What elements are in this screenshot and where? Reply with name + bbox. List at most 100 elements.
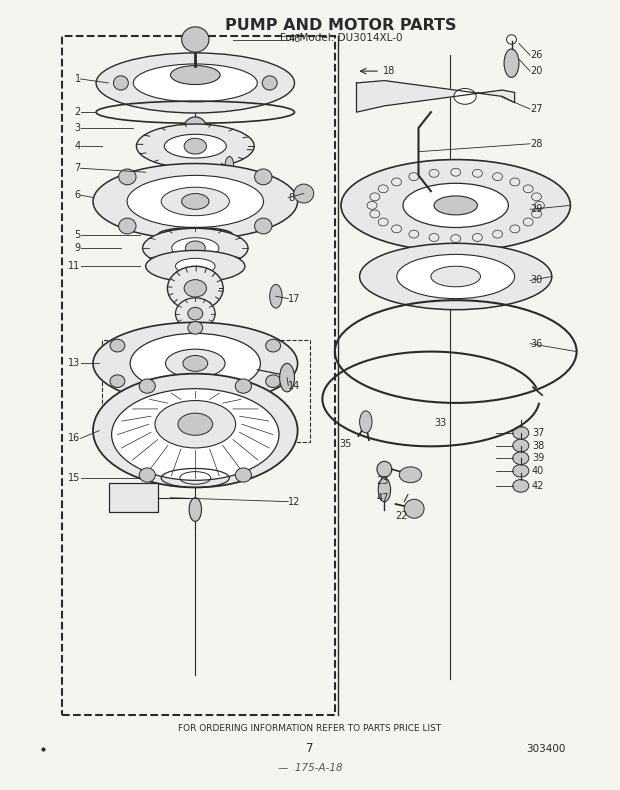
- Ellipse shape: [429, 234, 439, 242]
- Ellipse shape: [392, 178, 402, 186]
- Text: 15: 15: [68, 473, 81, 483]
- Text: 9: 9: [74, 243, 81, 253]
- Bar: [62, 36, 335, 715]
- Ellipse shape: [118, 169, 136, 185]
- Ellipse shape: [175, 258, 215, 274]
- Text: 47: 47: [376, 493, 389, 502]
- Text: 11: 11: [68, 261, 81, 271]
- Ellipse shape: [409, 230, 419, 238]
- Text: For Model: DU3014XL-0: For Model: DU3014XL-0: [280, 33, 402, 43]
- Ellipse shape: [161, 187, 229, 216]
- Text: 26: 26: [530, 51, 542, 60]
- Ellipse shape: [392, 225, 402, 233]
- Text: 29: 29: [530, 205, 542, 214]
- Ellipse shape: [184, 117, 206, 139]
- Ellipse shape: [225, 156, 234, 175]
- Ellipse shape: [472, 169, 482, 177]
- Ellipse shape: [266, 340, 281, 352]
- Text: 16: 16: [68, 434, 81, 443]
- Text: 13: 13: [68, 359, 81, 368]
- Ellipse shape: [451, 235, 461, 243]
- Polygon shape: [356, 81, 515, 112]
- Ellipse shape: [93, 322, 298, 404]
- Ellipse shape: [378, 185, 388, 193]
- Ellipse shape: [130, 333, 260, 393]
- Text: 8: 8: [288, 193, 294, 202]
- Ellipse shape: [504, 49, 519, 77]
- Ellipse shape: [262, 76, 277, 90]
- Ellipse shape: [93, 374, 298, 487]
- Ellipse shape: [133, 64, 257, 102]
- Text: 2: 2: [74, 107, 81, 117]
- Ellipse shape: [378, 478, 391, 502]
- Ellipse shape: [513, 427, 529, 439]
- Ellipse shape: [184, 280, 206, 297]
- Ellipse shape: [255, 218, 272, 234]
- Ellipse shape: [280, 363, 294, 392]
- Ellipse shape: [493, 173, 502, 181]
- Ellipse shape: [175, 298, 215, 329]
- Ellipse shape: [523, 218, 533, 226]
- Text: 22: 22: [395, 511, 407, 521]
- Ellipse shape: [182, 27, 209, 52]
- Ellipse shape: [118, 218, 136, 234]
- Text: 37: 37: [532, 428, 544, 438]
- Ellipse shape: [493, 230, 502, 238]
- Ellipse shape: [403, 183, 508, 228]
- Ellipse shape: [341, 160, 570, 251]
- Text: 3: 3: [74, 123, 81, 133]
- Text: 38: 38: [532, 441, 544, 450]
- Text: 303400: 303400: [526, 744, 565, 754]
- Ellipse shape: [531, 193, 541, 201]
- Ellipse shape: [431, 266, 480, 287]
- Text: 46: 46: [288, 35, 301, 44]
- Ellipse shape: [188, 393, 203, 405]
- Ellipse shape: [397, 254, 515, 299]
- Text: FOR ORDERING INFORMATION REFER TO PARTS PRICE LIST: FOR ORDERING INFORMATION REFER TO PARTS …: [179, 724, 441, 733]
- Ellipse shape: [360, 243, 552, 310]
- Ellipse shape: [155, 401, 236, 448]
- Ellipse shape: [96, 53, 294, 113]
- Ellipse shape: [188, 322, 203, 334]
- Ellipse shape: [513, 465, 529, 477]
- Ellipse shape: [170, 66, 220, 85]
- Text: 7: 7: [74, 164, 81, 173]
- Ellipse shape: [113, 76, 128, 90]
- Ellipse shape: [513, 439, 529, 452]
- Ellipse shape: [110, 340, 125, 352]
- Ellipse shape: [270, 284, 282, 308]
- Ellipse shape: [294, 184, 314, 203]
- Ellipse shape: [146, 250, 245, 282]
- Text: —  175-A-18: — 175-A-18: [278, 763, 342, 773]
- Ellipse shape: [166, 349, 225, 378]
- Text: 42: 42: [532, 481, 544, 491]
- Ellipse shape: [185, 241, 205, 255]
- Ellipse shape: [531, 210, 541, 218]
- Ellipse shape: [172, 238, 219, 258]
- Ellipse shape: [236, 468, 252, 482]
- Text: 17: 17: [288, 294, 301, 303]
- Text: 40: 40: [532, 466, 544, 476]
- Ellipse shape: [534, 201, 544, 209]
- Ellipse shape: [236, 379, 252, 393]
- Ellipse shape: [454, 88, 476, 104]
- Ellipse shape: [188, 307, 203, 320]
- Ellipse shape: [513, 452, 529, 465]
- Ellipse shape: [182, 194, 209, 209]
- Text: 39: 39: [532, 453, 544, 463]
- Text: 18: 18: [383, 66, 395, 76]
- Ellipse shape: [255, 169, 272, 185]
- Text: 28: 28: [530, 139, 542, 149]
- Ellipse shape: [429, 169, 439, 177]
- Ellipse shape: [140, 379, 156, 393]
- Ellipse shape: [451, 168, 461, 176]
- Ellipse shape: [510, 178, 520, 186]
- Text: 1: 1: [74, 74, 81, 84]
- Bar: [108, 483, 158, 512]
- Ellipse shape: [93, 164, 298, 239]
- Ellipse shape: [434, 196, 477, 215]
- Ellipse shape: [110, 375, 125, 388]
- Bar: [102, 340, 310, 442]
- Ellipse shape: [184, 138, 206, 154]
- Ellipse shape: [399, 467, 422, 483]
